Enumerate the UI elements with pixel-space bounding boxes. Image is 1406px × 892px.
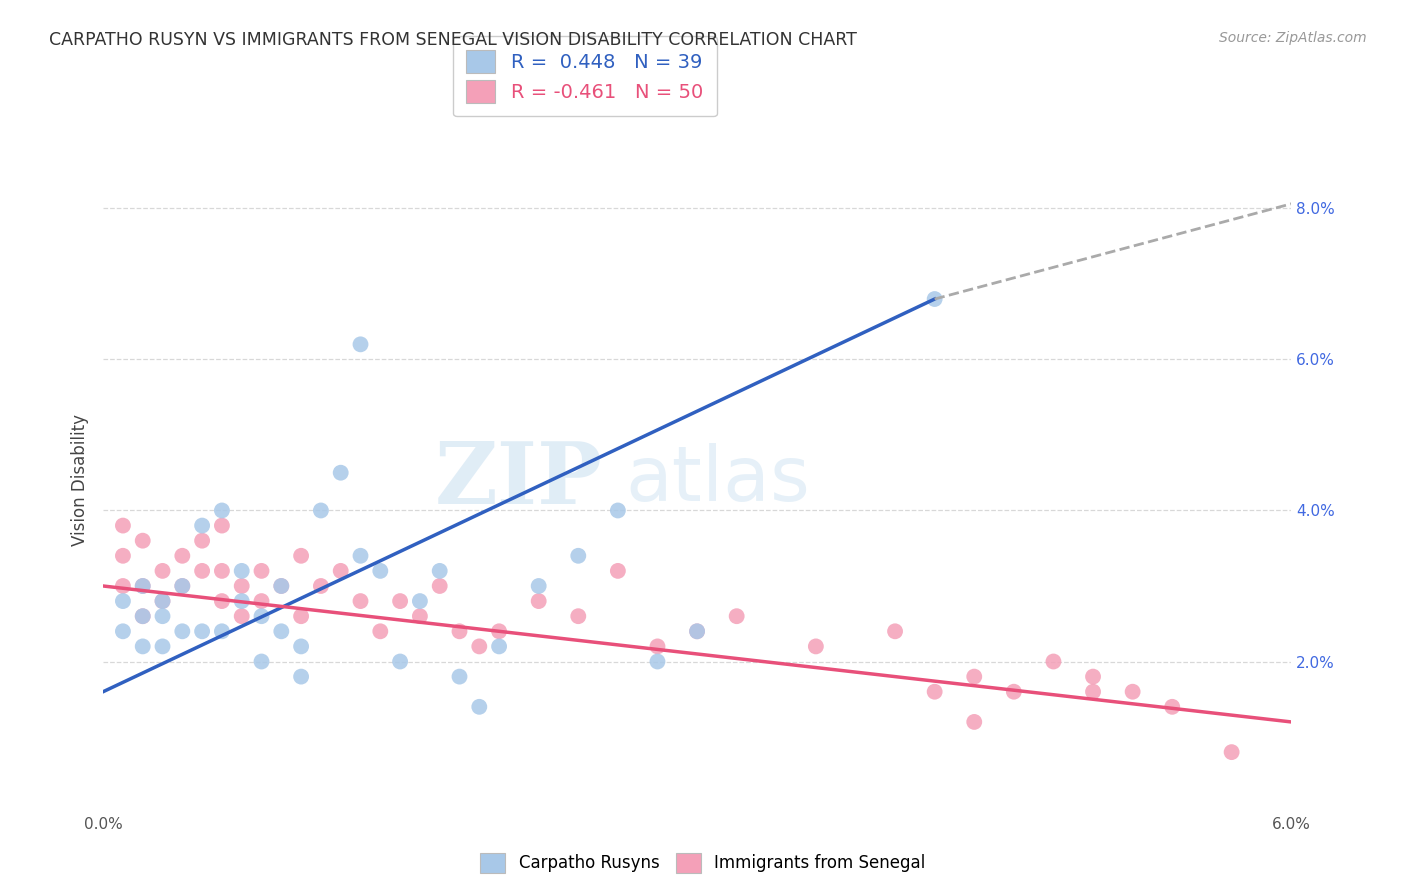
Point [368, 624, 391, 639]
Point [111, 518, 134, 533]
Point [1081, 670, 1104, 684]
Point [152, 594, 174, 608]
Point [924, 684, 946, 698]
Point [1042, 655, 1064, 669]
Point [191, 564, 214, 578]
Point [152, 640, 174, 654]
Point [152, 594, 174, 608]
Point [449, 670, 471, 684]
Y-axis label: Vision Disability: Vision Disability [72, 414, 89, 546]
Point [647, 655, 669, 669]
Point [567, 549, 589, 563]
Point [111, 579, 134, 593]
Point [1002, 684, 1025, 698]
Point [290, 670, 312, 684]
Point [686, 624, 709, 639]
Legend: Carpatho Rusyns, Immigrants from Senegal: Carpatho Rusyns, Immigrants from Senegal [474, 847, 932, 880]
Point [172, 624, 194, 639]
Point [429, 579, 451, 593]
Point [527, 594, 550, 608]
Point [409, 594, 432, 608]
Point [963, 670, 986, 684]
Point [429, 564, 451, 578]
Point [606, 564, 628, 578]
Point [211, 564, 233, 578]
Point [132, 609, 155, 624]
Point [329, 564, 352, 578]
Point [132, 609, 155, 624]
Point [725, 609, 748, 624]
Point [1161, 699, 1184, 714]
Point [250, 594, 273, 608]
Point [211, 594, 233, 608]
Point [349, 549, 371, 563]
Point [606, 503, 628, 517]
Point [290, 609, 312, 624]
Point [449, 624, 471, 639]
Point [231, 579, 253, 593]
Point [250, 609, 273, 624]
Point [211, 518, 233, 533]
Point [488, 640, 510, 654]
Point [527, 579, 550, 593]
Point [1081, 684, 1104, 698]
Point [152, 609, 174, 624]
Point [409, 609, 432, 624]
Point [250, 655, 273, 669]
Point [270, 579, 292, 593]
Point [172, 549, 194, 563]
Point [924, 292, 946, 306]
Point [804, 640, 827, 654]
Legend: R =  0.448   N = 39, R = -0.461   N = 50: R = 0.448 N = 39, R = -0.461 N = 50 [453, 37, 717, 116]
Point [152, 564, 174, 578]
Point [468, 699, 491, 714]
Point [270, 579, 292, 593]
Point [111, 594, 134, 608]
Text: CARPATHO RUSYN VS IMMIGRANTS FROM SENEGAL VISION DISABILITY CORRELATION CHART: CARPATHO RUSYN VS IMMIGRANTS FROM SENEGA… [49, 31, 858, 49]
Point [567, 609, 589, 624]
Point [250, 564, 273, 578]
Point [1220, 745, 1243, 759]
Point [132, 579, 155, 593]
Point [349, 594, 371, 608]
Point [172, 579, 194, 593]
Point [132, 640, 155, 654]
Point [111, 549, 134, 563]
Point [172, 579, 194, 593]
Point [191, 624, 214, 639]
Point [231, 609, 253, 624]
Point [270, 624, 292, 639]
Point [1122, 684, 1144, 698]
Point [488, 624, 510, 639]
Point [211, 624, 233, 639]
Text: ZIP: ZIP [434, 438, 602, 523]
Point [231, 564, 253, 578]
Point [389, 594, 412, 608]
Point [368, 564, 391, 578]
Point [647, 640, 669, 654]
Point [884, 624, 907, 639]
Point [329, 466, 352, 480]
Point [468, 640, 491, 654]
Point [389, 655, 412, 669]
Point [132, 533, 155, 548]
Point [309, 503, 332, 517]
Point [309, 579, 332, 593]
Point [211, 503, 233, 517]
Point [349, 337, 371, 351]
Point [111, 624, 134, 639]
Point [132, 579, 155, 593]
Point [963, 714, 986, 729]
Point [290, 549, 312, 563]
Point [231, 594, 253, 608]
Point [191, 518, 214, 533]
Point [686, 624, 709, 639]
Text: atlas: atlas [626, 443, 811, 517]
Point [191, 533, 214, 548]
Point [290, 640, 312, 654]
Text: Source: ZipAtlas.com: Source: ZipAtlas.com [1219, 31, 1367, 45]
